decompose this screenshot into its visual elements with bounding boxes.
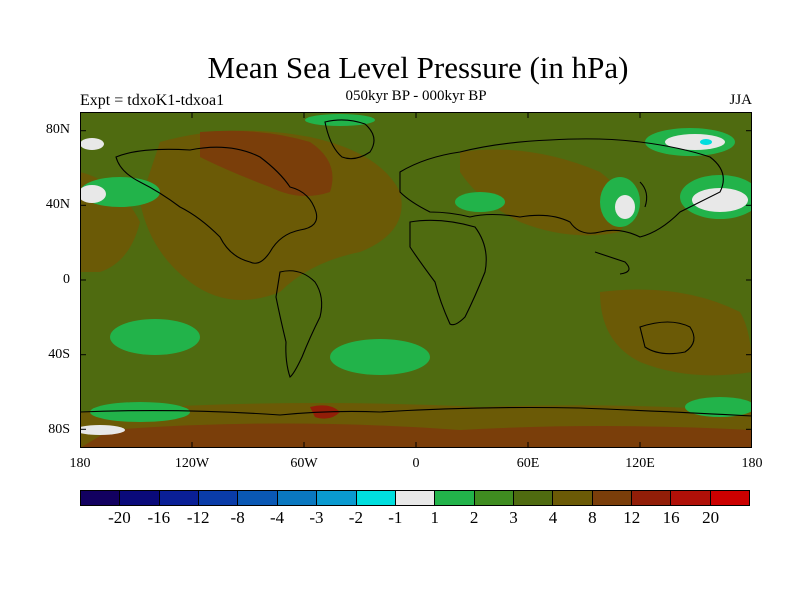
colorbar-label: 16 [662,508,680,527]
lon-label-120e: 120E [625,456,655,471]
coastline-greenland [324,119,375,160]
chart-title: Mean Sea Level Pressure (in hPa) [207,50,629,85]
coastline-australia [639,321,695,355]
field-region [460,149,627,236]
colorbar-label: 3 [509,508,518,527]
colorbar-box [632,491,672,505]
field-region [110,319,200,355]
field-region [455,192,505,212]
colorbar [80,490,750,506]
field-region [615,195,635,219]
colorbar-label: -3 [309,508,324,527]
field-region [665,134,725,150]
colorbar-label: 1 [430,508,439,527]
season-label: JJA [729,92,752,108]
colorbar-label: -2 [348,508,363,527]
coastline-indonesia [594,251,630,275]
colorbar-box [513,491,554,505]
chart-subtitle: 050kyr BP - 000kyr BP [345,88,487,104]
coastline-eurasia [399,138,724,238]
colorbar-label: -16 [147,508,171,527]
coastlines [80,119,752,417]
colorbar-box [120,491,160,505]
colorbar-label: -12 [186,508,210,527]
coastline-africa [409,219,487,326]
lon-label-120w: 120W [174,456,210,471]
field-region [200,130,333,196]
colorbar-box [435,491,475,505]
colorbar-label: 20 [702,508,720,527]
field-region [80,423,752,448]
colorbar-box [199,491,239,505]
colorbar-box [553,491,593,505]
colorbar-label: 8 [588,508,597,527]
colorbar-box [159,491,200,505]
colorbar-box [474,491,514,505]
lon-label-60w: 60W [290,456,318,471]
field-region [80,138,104,150]
coastline-japan [639,181,648,208]
field-region [600,289,752,376]
coastline-antarctica [80,406,752,417]
coastline-south-america [275,270,323,378]
coastline-north-america [115,146,318,264]
axis-ticks [80,112,752,448]
colorbar-label: -1 [388,508,403,527]
lon-label-60e: 60E [516,456,540,471]
lat-label-80s: 80S [48,422,70,437]
colorbar-box [81,491,121,505]
lon-label-180w: 180 [69,456,91,471]
map-axes [80,112,752,448]
colorbar-box [592,491,633,505]
colorbar-label: -8 [230,508,245,527]
lon-label-0: 0 [412,456,420,471]
colorbar-label: 4 [548,508,558,527]
field-region [330,339,430,375]
lat-label-40s: 40S [48,347,70,362]
colorbar-label: 12 [623,508,641,527]
field-region [700,139,712,145]
pressure-map [80,112,752,448]
field-region [80,185,106,203]
field-region [80,425,125,435]
lat-label-0: 0 [63,272,70,287]
lat-label-40n: 40N [45,197,70,212]
map-border [80,112,752,448]
colorbar-label: -4 [269,508,285,527]
colorbar-box [317,491,357,505]
field-region [685,397,752,417]
colorbar-box [395,491,436,505]
colorbar-box [710,491,750,505]
field-region [90,402,190,422]
map-svg [80,112,752,448]
colorbar-box [671,491,711,505]
field-region [140,130,402,300]
lon-label-180e: 180 [741,456,763,471]
colorbar-box [238,491,278,505]
colorbar-box [356,491,396,505]
colorbar-box [277,491,318,505]
lat-label-80n: 80N [45,122,70,137]
experiment-label: Expt = tdxoK1-tdxoa1 [80,92,225,109]
field-region [692,188,748,212]
colorbar-label: 2 [469,508,479,527]
colorbar-label: -20 [108,508,131,527]
